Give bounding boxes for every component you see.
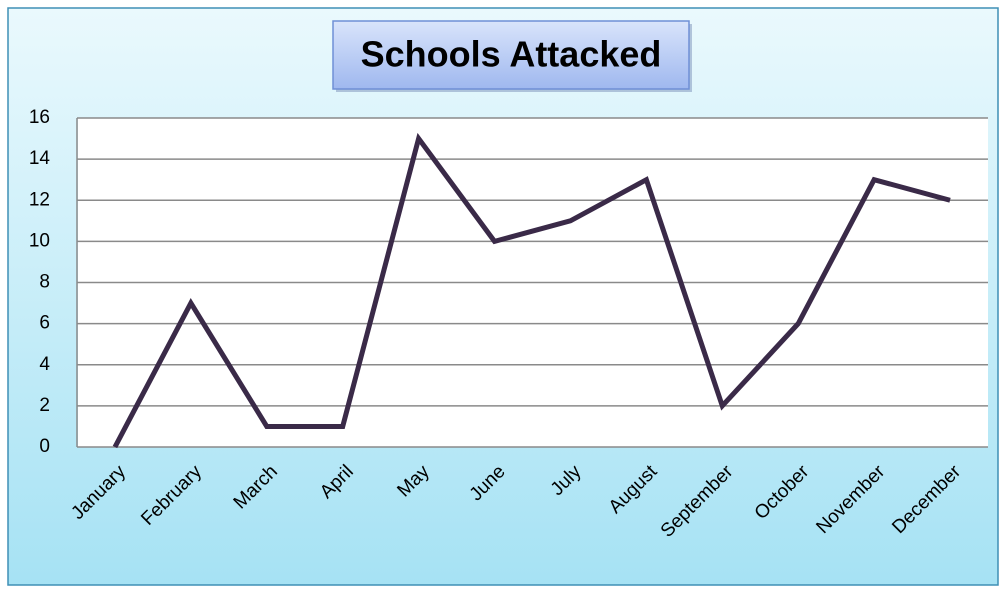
- y-tick-label: 14: [29, 148, 51, 169]
- y-tick-label: 4: [39, 354, 50, 375]
- y-tick-label: 2: [39, 395, 50, 416]
- chart-title: Schools Attacked: [361, 34, 662, 75]
- data-line: [112, 132, 951, 449]
- title-box: [332, 20, 690, 90]
- y-tick-label: 16: [29, 107, 50, 128]
- y-tick-label: 0: [39, 436, 50, 457]
- y-tick-label: 6: [39, 313, 50, 334]
- y-tick-label: 8: [39, 272, 50, 293]
- y-tick-label: 10: [29, 230, 50, 251]
- y-tick-label: 12: [29, 189, 50, 210]
